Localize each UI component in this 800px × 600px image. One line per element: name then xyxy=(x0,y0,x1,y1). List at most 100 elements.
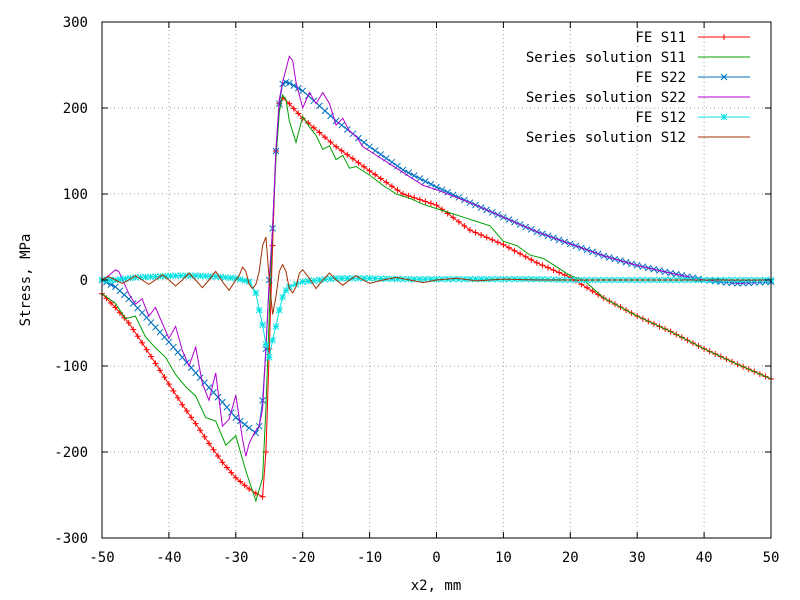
data-point xyxy=(438,186,446,194)
data-point xyxy=(461,222,468,229)
data-point xyxy=(421,275,429,283)
data-point xyxy=(290,82,298,89)
data-point xyxy=(584,284,591,291)
x-tick-label: 10 xyxy=(495,550,512,566)
data-point xyxy=(299,87,307,95)
data-point xyxy=(322,134,328,141)
series-2 xyxy=(101,93,772,503)
data-point xyxy=(522,275,530,283)
data-point xyxy=(174,394,181,401)
data-point xyxy=(210,446,217,453)
data-point xyxy=(290,105,297,112)
data-point xyxy=(214,453,221,460)
y-tick-label: 100 xyxy=(63,187,88,203)
data-point xyxy=(142,273,149,281)
data-point xyxy=(170,387,177,394)
data-point xyxy=(366,143,373,151)
data-point xyxy=(466,227,473,234)
data-point xyxy=(505,244,512,251)
data-point xyxy=(265,354,273,361)
y-tick-label: 0 xyxy=(80,273,88,289)
data-point xyxy=(167,272,174,280)
data-point xyxy=(338,121,346,129)
series-4 xyxy=(101,55,772,457)
data-point xyxy=(494,239,501,246)
legend-item: FE S12 xyxy=(635,110,750,126)
data-point xyxy=(399,166,407,174)
data-point xyxy=(433,275,440,283)
data-point xyxy=(589,288,596,295)
data-point xyxy=(427,200,434,207)
legend-item: Series solution S12 xyxy=(526,130,750,146)
legend-label: Series solution S22 xyxy=(526,90,686,106)
data-point xyxy=(545,264,551,271)
legend-label: Series solution S11 xyxy=(526,50,686,66)
x-tick-label: 30 xyxy=(629,550,646,566)
data-point xyxy=(721,34,727,40)
data-point xyxy=(455,218,462,225)
data-point xyxy=(156,367,163,374)
x-tick-label: -30 xyxy=(223,550,248,566)
x-tick-label: -20 xyxy=(290,550,315,566)
data-point xyxy=(219,459,226,466)
data-point xyxy=(310,124,317,131)
data-point xyxy=(472,229,479,236)
data-point xyxy=(720,73,728,81)
data-point xyxy=(327,138,334,145)
data-point xyxy=(489,236,496,243)
legend-item: FE S11 xyxy=(635,30,750,46)
data-point xyxy=(533,275,541,283)
data-point xyxy=(556,269,563,276)
data-point xyxy=(262,341,270,348)
legend: FE S11 Series solution S11 FE S22 Series so… xyxy=(526,30,750,146)
data-point xyxy=(259,397,266,404)
y-tick-label: -100 xyxy=(54,359,88,375)
data-point xyxy=(720,113,728,121)
x-tick-label: 0 xyxy=(432,550,440,566)
data-point xyxy=(237,478,244,485)
data-point xyxy=(483,275,491,283)
data-point xyxy=(223,464,230,471)
data-point xyxy=(192,420,199,427)
data-point xyxy=(161,374,168,381)
data-point xyxy=(172,272,179,280)
legend-label: FE S11 xyxy=(635,30,686,46)
data-point xyxy=(371,275,379,282)
data-point xyxy=(286,100,293,107)
data-point xyxy=(427,180,435,188)
data-point xyxy=(366,167,373,174)
data-point xyxy=(139,339,146,346)
data-point xyxy=(285,79,293,87)
x-tick-label: -40 xyxy=(156,550,181,566)
data-point xyxy=(394,162,401,170)
x-tick-label: 40 xyxy=(696,550,713,566)
y-tick-label: -200 xyxy=(54,445,88,461)
data-point xyxy=(360,139,368,146)
data-point xyxy=(528,256,535,263)
data-point xyxy=(182,272,189,280)
data-point xyxy=(488,275,496,283)
x-axis-label: x2, mm xyxy=(411,578,462,594)
data-point xyxy=(527,275,535,283)
data-point xyxy=(333,143,340,150)
data-point xyxy=(478,231,485,238)
y-tick-label: 200 xyxy=(63,101,88,117)
data-point xyxy=(188,414,195,421)
data-point xyxy=(152,360,159,367)
data-point xyxy=(177,272,184,280)
data-point xyxy=(321,107,329,115)
data-point xyxy=(207,272,215,280)
data-point xyxy=(316,102,323,110)
data-point xyxy=(394,275,401,283)
data-point xyxy=(259,321,266,329)
data-point xyxy=(272,323,280,330)
legend-item: FE S22 xyxy=(635,70,750,86)
data-point xyxy=(294,84,302,92)
data-point xyxy=(147,273,154,281)
data-point xyxy=(299,278,307,286)
data-point xyxy=(143,346,150,353)
data-point xyxy=(259,493,266,500)
data-point xyxy=(197,272,205,280)
legend-label: FE S12 xyxy=(635,110,686,126)
